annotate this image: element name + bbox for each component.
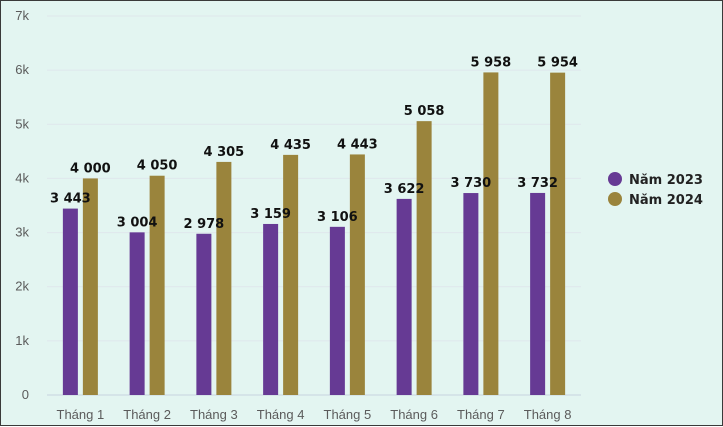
x-tick-label: Tháng 7 [457,407,505,422]
bar-2023[interactable] [62,208,78,395]
x-tick-label: Tháng 6 [390,407,438,422]
y-tick-label: 1k [15,333,29,348]
y-axis-ticks: 0 1k 2k 3k 4k 5k 6k 7k [15,8,29,402]
legend-label[interactable]: Năm 2023 [629,173,703,188]
x-tick-label: Tháng 8 [524,407,572,422]
data-label: 3 004 [117,215,158,230]
x-tick-label: Tháng 1 [57,407,105,422]
bar-2024[interactable] [416,121,432,395]
bar-2023[interactable] [263,223,279,395]
y-tick-label: 7k [15,8,29,23]
bar-2024[interactable] [483,72,499,395]
data-label: 3 443 [50,192,91,207]
data-label: 4 000 [70,161,111,176]
y-tick-label: 4k [15,170,29,185]
data-label: 5 958 [471,55,512,70]
bar-2023[interactable] [530,192,546,395]
y-tick-label: 2k [15,279,29,294]
data-label: 2 978 [184,217,225,232]
x-tick-label: Tháng 4 [257,407,305,422]
bar-2023[interactable] [329,226,345,395]
bar-2024[interactable] [82,178,98,395]
bar-2024[interactable] [349,154,365,395]
bar-2024[interactable] [216,161,232,395]
data-label: 4 435 [270,138,311,153]
bar-2024[interactable] [550,72,566,396]
legend-marker[interactable] [608,172,622,186]
grid-lines [47,15,581,396]
bar-2023[interactable] [129,232,145,395]
y-tick-label: 0 [22,387,29,402]
x-tick-label: Tháng 5 [324,407,372,422]
data-label: 5 954 [537,56,578,71]
data-label: 4 050 [137,159,178,174]
bar-2024[interactable] [149,175,165,395]
bars [62,72,566,396]
legend: Năm 2023 Năm 2024 [608,172,703,208]
y-tick-label: 6k [15,62,29,77]
y-tick-label: 3k [15,225,29,240]
x-axis-ticks: Tháng 1 Tháng 2 Tháng 3 Tháng 4 Tháng 5 Tháng… [57,407,572,422]
data-label: 4 443 [337,137,378,152]
data-label: 4 305 [204,145,245,160]
legend-marker[interactable] [608,192,622,206]
bar-2023[interactable] [196,233,212,395]
data-label: 3 159 [250,207,291,222]
bar-2024[interactable] [283,154,299,395]
legend-label[interactable]: Năm 2024 [629,193,703,208]
data-label: 3 106 [317,210,358,225]
data-label: 5 058 [404,104,445,119]
data-label: 3 622 [384,182,425,197]
x-tick-label: Tháng 2 [123,407,171,422]
data-labels: 3 443 4 000 3 004 4 050 2 978 4 305 3 159 4 435… [50,55,578,231]
bar-2023[interactable] [463,193,479,395]
x-tick-label: Tháng 3 [190,407,238,422]
data-label: 3 732 [517,176,558,191]
bar-2023[interactable] [396,198,412,395]
y-tick-label: 5k [15,116,29,131]
data-label: 3 730 [451,176,492,191]
